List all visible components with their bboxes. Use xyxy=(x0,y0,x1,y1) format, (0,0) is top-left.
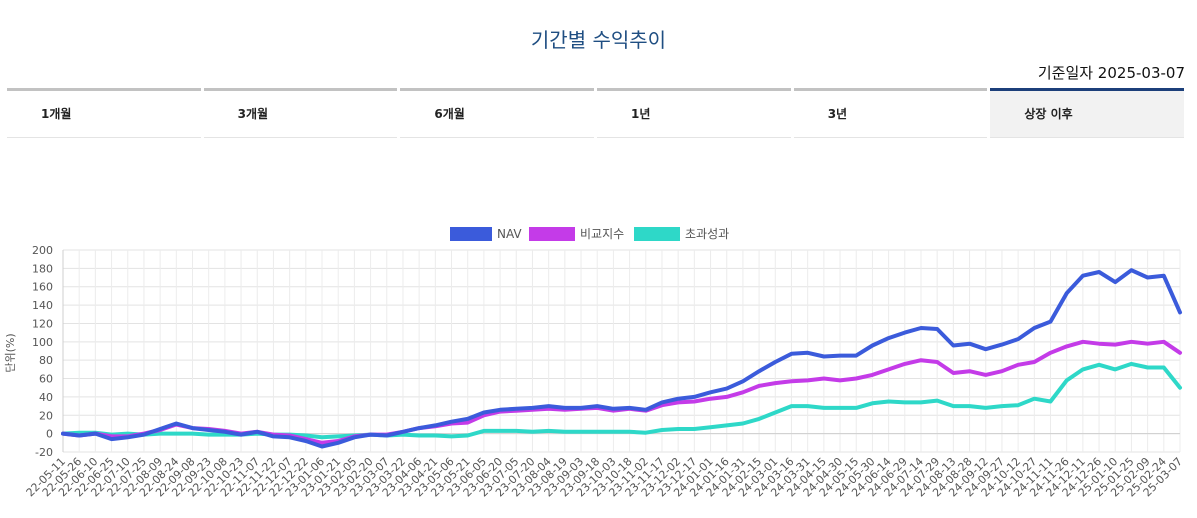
legend-label: NAV xyxy=(497,227,522,241)
x-axis: 22-05-1122-05-2622-06-1022-06-2522-07-10… xyxy=(24,455,1186,500)
series-line-0 xyxy=(61,268,1182,449)
series-line-1 xyxy=(61,339,1182,445)
legend-swatch xyxy=(450,227,492,241)
tab-3-years[interactable]: 3년 xyxy=(793,88,988,138)
tab-since-listing[interactable]: 상장 이후 xyxy=(990,88,1185,138)
tab-1-year[interactable]: 1년 xyxy=(597,88,791,138)
tab-3-months[interactable]: 3개월 xyxy=(203,88,398,138)
legend-swatch xyxy=(529,227,575,241)
legend-label: 비교지수 xyxy=(580,227,624,241)
chart-series xyxy=(61,268,1182,449)
y-tick-label: 120 xyxy=(32,317,53,330)
y-axis-label: 단위(%) xyxy=(4,333,17,372)
legend-swatch xyxy=(634,227,680,241)
legend-item-2[interactable]: 초과성과 xyxy=(634,227,729,241)
tab-1-month[interactable]: 1개월 xyxy=(7,88,201,138)
legend-item-0[interactable]: NAV xyxy=(450,227,522,241)
series-line-2 xyxy=(61,361,1182,440)
y-tick-label: 80 xyxy=(39,354,53,367)
y-axis: -20 0 20 40 60 80 100 120 140 160 180 200 xyxy=(32,244,53,459)
y-tick-label: 200 xyxy=(32,244,53,257)
y-tick-label: 20 xyxy=(39,409,53,422)
chart-legend: NAV 비교지수 초과성과 xyxy=(450,227,729,241)
return-trend-chart: NAV 비교지수 초과성과 -20 0 20 40 60 80 100 120 140 160 180 2… xyxy=(4,227,1186,500)
y-tick-label: 100 xyxy=(32,336,53,349)
y-tick-label: 0 xyxy=(46,428,53,441)
y-tick-label: 140 xyxy=(32,299,53,312)
page-title: 기간별 수익추이 xyxy=(530,28,667,52)
reference-date: 기준일자 2025-03-07 xyxy=(1037,64,1185,82)
legend-label: 초과성과 xyxy=(685,227,729,241)
y-tick-label: 40 xyxy=(39,391,53,404)
legend-item-1[interactable]: 비교지수 xyxy=(529,227,624,241)
y-tick-label: -20 xyxy=(35,446,53,459)
y-tick-label: 180 xyxy=(32,262,53,275)
y-tick-label: 60 xyxy=(39,373,53,386)
tab-6-months[interactable]: 6개월 xyxy=(400,88,595,138)
chart-grid xyxy=(62,249,1181,453)
period-tabs: 1개월 3개월 6개월 1년 3년 상장 이후 xyxy=(7,88,1185,138)
y-tick-label: 160 xyxy=(32,281,53,294)
